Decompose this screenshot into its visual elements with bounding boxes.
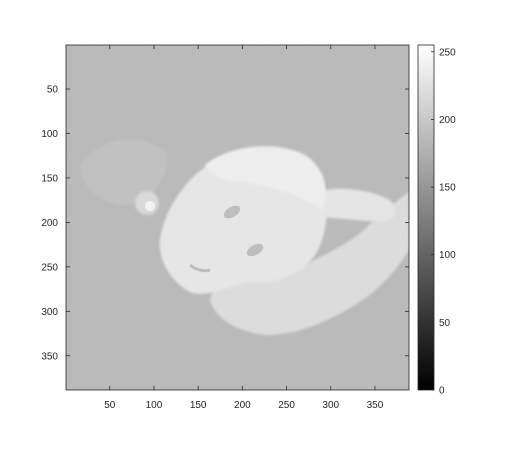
y-tick-label: 250 (41, 262, 58, 273)
image-axes: 50 100 150 200 250 300 350 50 100 150 200 250 300 35… (41, 45, 409, 411)
y-tick-label: 100 (41, 129, 58, 140)
colorbar-tick-label: 100 (439, 250, 456, 261)
colorbar-tick-label: 250 (439, 47, 456, 58)
y-tick-label: 150 (41, 173, 58, 184)
colorbar-tick-label: 50 (439, 318, 451, 329)
y-tick-label: 50 (47, 85, 59, 96)
image-grain (66, 45, 409, 390)
colorbar-tick-label: 0 (439, 386, 445, 397)
y-tick-label: 350 (41, 351, 58, 362)
y-tick-label: 300 (41, 307, 58, 318)
x-tick-label: 150 (190, 400, 207, 411)
colorbar-gradient (418, 45, 434, 390)
x-tick-label: 200 (234, 400, 251, 411)
colorbar-tick-label: 150 (439, 183, 456, 194)
x-tick-label: 250 (278, 400, 295, 411)
colorbar-ticks: 0 50 100 150 200 250 (431, 47, 456, 396)
x-tick-label: 50 (104, 400, 116, 411)
x-tick-label: 300 (322, 400, 339, 411)
x-tick-label: 350 (367, 400, 384, 411)
colorbar: 0 50 100 150 200 250 (418, 45, 456, 397)
image-content (66, 45, 409, 390)
colorbar-tick-label: 200 (439, 115, 456, 126)
x-tick-label: 100 (146, 400, 163, 411)
y-tick-label: 200 (41, 218, 58, 229)
